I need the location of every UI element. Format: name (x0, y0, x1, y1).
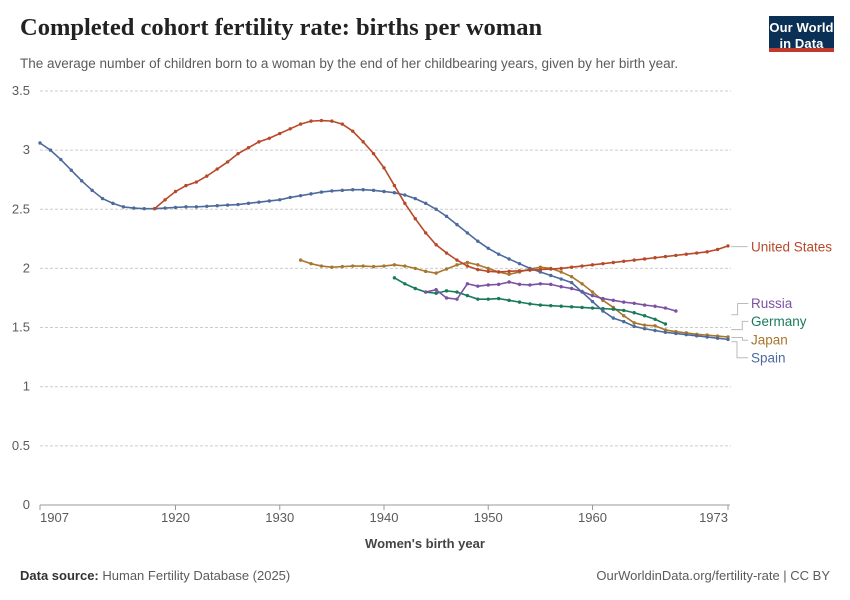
svg-text:3: 3 (23, 142, 30, 157)
svg-text:1960: 1960 (578, 510, 607, 525)
svg-text:3.5: 3.5 (12, 83, 30, 98)
svg-text:1973: 1973 (699, 510, 728, 525)
svg-text:Germany: Germany (751, 314, 807, 329)
svg-text:2: 2 (23, 260, 30, 275)
svg-text:0.5: 0.5 (12, 438, 30, 453)
svg-text:Japan: Japan (751, 333, 788, 348)
svg-text:1907: 1907 (40, 510, 69, 525)
svg-text:1.5: 1.5 (12, 320, 30, 335)
svg-text:0: 0 (23, 497, 30, 512)
svg-text:Russia: Russia (751, 296, 793, 311)
svg-text:Spain: Spain (751, 351, 786, 366)
svg-text:1920: 1920 (161, 510, 190, 525)
svg-text:United States: United States (751, 240, 832, 255)
svg-text:1950: 1950 (474, 510, 503, 525)
svg-text:2.5: 2.5 (12, 201, 30, 216)
svg-text:1930: 1930 (265, 510, 294, 525)
svg-text:1: 1 (23, 379, 30, 394)
svg-text:1940: 1940 (370, 510, 399, 525)
